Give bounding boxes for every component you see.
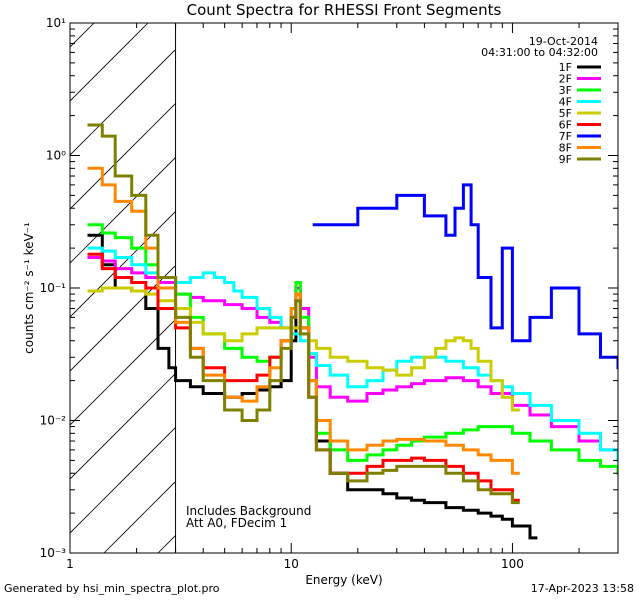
series-line-5F	[87, 286, 520, 412]
legend-label-4F: 4F	[559, 96, 572, 109]
annotation-background: Includes Background	[186, 504, 311, 518]
x-tick-label: 10	[284, 557, 299, 571]
y-tick-label: 10¹	[46, 16, 66, 30]
y-tick-label: 10⁰	[46, 149, 66, 163]
hatch-line	[70, 210, 176, 318]
hatched-region	[70, 23, 176, 553]
y-tick-label: 10⁻¹	[40, 281, 67, 295]
y-tick-label: 10⁻²	[40, 414, 67, 428]
chart-title: Count Spectra for RHESSI Front Segments	[187, 1, 502, 19]
series-line-4F	[87, 246, 618, 462]
legend-label-9F: 9F	[559, 153, 572, 166]
series-line-1F	[87, 233, 538, 540]
generated-by-label: Generated by hsi_min_spectra_plot.pro	[4, 582, 220, 595]
x-tick-label: 1	[66, 557, 74, 571]
hatch-line	[70, 23, 149, 102]
hatch-line	[70, 156, 176, 264]
x-tick-label: 100	[501, 557, 524, 571]
timestamp-label: 17-Apr-2023 13:58	[530, 582, 634, 595]
y-tick-label: 10⁻³	[40, 546, 67, 560]
legend-label-6F: 6F	[559, 119, 572, 132]
annotation-attenuator: Att A0, FDecim 1	[186, 516, 287, 530]
legend-label-7F: 7F	[559, 130, 572, 143]
series-line-9F	[87, 123, 520, 505]
legend-label-8F: 8F	[559, 142, 572, 155]
time-range-label: 04:31:00 to 04:32:00	[481, 46, 598, 59]
series-line-7F	[312, 183, 618, 370]
axis-ticks: 1 10 100 10⁻³ 10⁻² 10⁻¹ 10⁰ 10¹	[40, 16, 619, 571]
legend-label-2F: 2F	[559, 73, 572, 86]
hatch-line	[70, 372, 176, 480]
legend-label-5F: 5F	[559, 107, 572, 120]
hatch-line	[70, 426, 176, 534]
legend-label-3F: 3F	[559, 84, 572, 97]
x-axis-label: Energy (keV)	[305, 573, 382, 587]
series-line-8F	[87, 166, 520, 475]
hatch-line	[70, 264, 176, 372]
date-label: 19-Oct-2014	[529, 35, 598, 48]
y-axis-label: counts cm⁻² s⁻¹ keV⁻¹	[22, 222, 36, 354]
series-layer	[87, 123, 618, 540]
hatch-line	[70, 23, 95, 48]
legend-label-1F: 1F	[559, 61, 572, 74]
